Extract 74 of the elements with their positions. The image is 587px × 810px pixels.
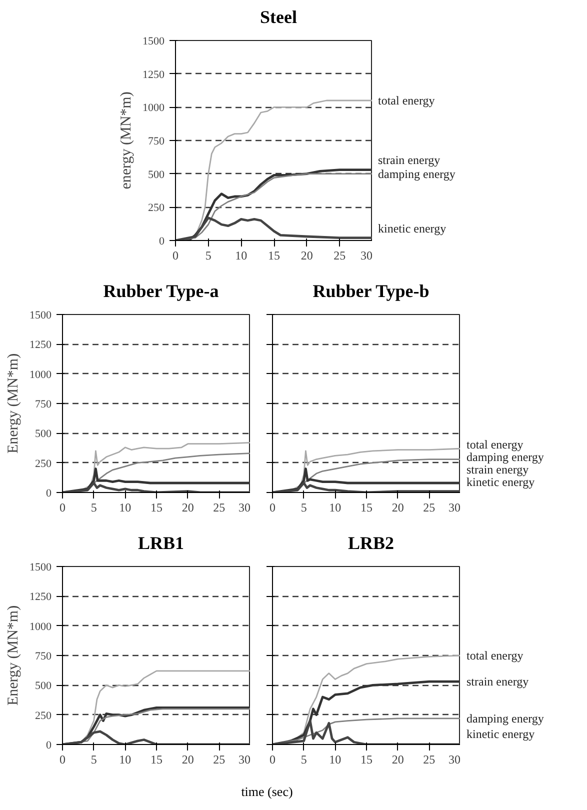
x-tick-label: 25 <box>334 248 346 262</box>
y-tick-label: 1500 <box>142 36 165 48</box>
y-tick-label: 500 <box>35 428 52 440</box>
y-tick-label: 750 <box>148 136 165 148</box>
y-tick-label: 1000 <box>30 368 52 381</box>
y-tick-label: 500 <box>148 168 165 181</box>
x-tick-label: 20 <box>182 500 194 514</box>
y-axis-title: Energy (MN*m) <box>6 605 22 706</box>
x-tick-label: 20 <box>182 752 194 766</box>
x-tick-label: 10 <box>119 500 132 514</box>
y-tick-label: 250 <box>148 202 165 214</box>
x-tick-label: 15 <box>150 752 162 766</box>
y-tick-label: 1500 <box>30 310 52 322</box>
x-tick-label: 25 <box>423 752 436 766</box>
x-tick-label: 20 <box>392 500 404 514</box>
y-tick-label: 250 <box>35 458 52 470</box>
y-tick-label: 1000 <box>142 102 165 114</box>
y-tick-label: 1250 <box>30 339 52 352</box>
y-tick-label: 750 <box>35 650 52 662</box>
y-tick-label: 750 <box>35 398 52 410</box>
y-tick-label: 1250 <box>30 591 52 604</box>
y-axis-title: Energy (MN*m) <box>6 353 22 454</box>
y-tick-label: 0 <box>46 740 52 752</box>
y-tick-label: 1250 <box>142 68 165 81</box>
y-tick-label: 1000 <box>30 620 52 633</box>
x-tick-label: 30 <box>238 752 250 766</box>
series-label: total energy <box>378 94 435 108</box>
chart-title: Steel <box>260 6 297 29</box>
x-tick-label: 5 <box>90 752 97 766</box>
x-tick-label: 10 <box>235 248 248 262</box>
series-label: total energy <box>466 648 524 662</box>
x-tick-label: 20 <box>392 752 404 766</box>
y-tick-label: 250 <box>35 710 52 722</box>
x-tick-label: 15 <box>268 248 280 262</box>
x-tick-label: 30 <box>238 500 250 514</box>
y-tick-label: 1500 <box>30 562 52 574</box>
x-tick-label: 5 <box>205 248 212 262</box>
x-tick-label: 20 <box>300 248 313 262</box>
chart-title: Rubber Type-a <box>103 280 219 303</box>
x-tick-label: 15 <box>150 500 162 514</box>
x-tick-label: 10 <box>329 752 342 766</box>
x-axis-title: time (sec) <box>241 783 293 801</box>
chart-title: LRB1 <box>138 532 184 555</box>
x-tick-label: 10 <box>329 500 342 514</box>
x-tick-label: 15 <box>360 500 372 514</box>
x-tick-label: 30 <box>360 248 372 262</box>
series-label: total energy <box>466 438 524 452</box>
x-tick-label: 25 <box>423 500 436 514</box>
x-tick-label: 30 <box>448 500 460 514</box>
chart-title: LRB2 <box>348 532 394 555</box>
y-tick-label: 500 <box>35 680 52 692</box>
x-tick-label: 5 <box>90 500 97 514</box>
y-tick-label: 0 <box>159 236 165 248</box>
x-tick-label: 25 <box>213 500 226 514</box>
x-tick-label: 0 <box>172 248 178 262</box>
x-tick-label: 0 <box>60 752 66 766</box>
x-tick-label: 0 <box>270 752 276 766</box>
y-tick-label: 0 <box>46 488 52 500</box>
x-tick-label: 25 <box>213 752 226 766</box>
x-tick-label: 30 <box>448 752 460 766</box>
x-tick-label: 15 <box>360 752 372 766</box>
y-axis-title: energy (MN*m) <box>118 92 134 190</box>
series-label: damping energy <box>466 711 544 726</box>
x-tick-label: 10 <box>119 752 132 766</box>
x-tick-label: 0 <box>60 500 66 514</box>
x-tick-label: 5 <box>300 752 307 766</box>
x-tick-label: 5 <box>300 500 307 514</box>
series-label: strain energy <box>378 152 440 167</box>
series-label: kinetic energy <box>378 222 446 236</box>
series-label: damping energy <box>378 166 456 181</box>
x-tick-label: 0 <box>270 500 276 514</box>
series-label: kinetic energy <box>466 726 535 741</box>
chart-title: Rubber Type-b <box>312 280 430 303</box>
series-label: strain energy <box>466 674 529 689</box>
